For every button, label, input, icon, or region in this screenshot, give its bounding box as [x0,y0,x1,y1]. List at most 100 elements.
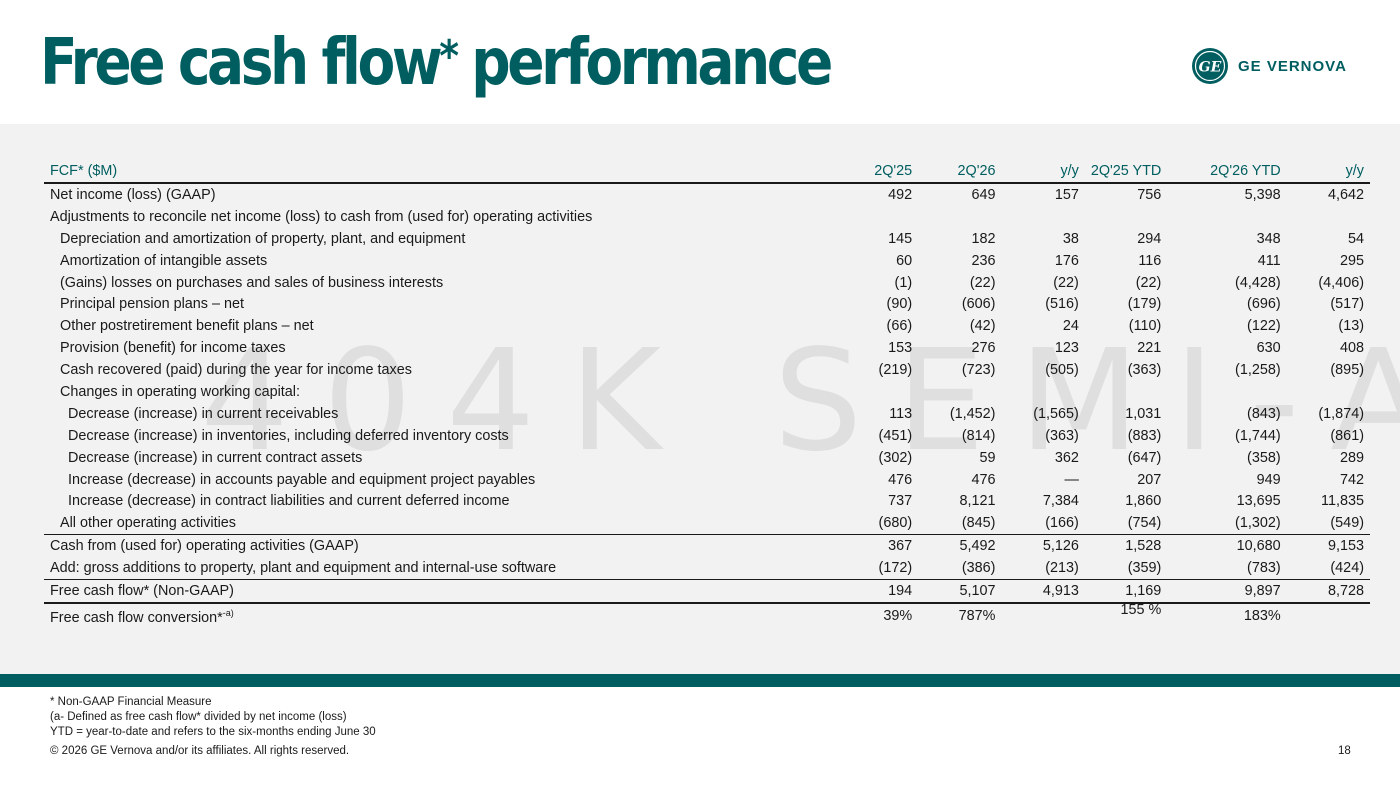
cell: (172) [878,560,913,577]
cell: (516) [1045,296,1079,313]
cell: (4,428) [1235,274,1281,291]
conversion-footnote-ref: -a) [222,607,234,618]
cell: 9,153 [1286,534,1370,558]
cell: 10,680 [1167,534,1287,558]
row-label: Changes in operating working capital: [60,383,300,400]
cell: 7,384 [1042,493,1079,510]
cell: 630 [1256,340,1281,357]
cell: (213) [1045,560,1079,577]
row-label: Adjustments to reconcile net income (los… [50,208,593,225]
cell: 649 [971,186,996,203]
cell: 60 [896,252,913,269]
fcf-table: FCF* ($M) 2Q'25 2Q'26 y/y 2Q'25 YTD 2Q'2… [44,159,1370,642]
cell: (606) [961,296,996,313]
cell: (1) [894,274,913,291]
cell: 742 [1339,471,1364,488]
cell: (1,258) [1235,362,1281,379]
cell: (66) [886,318,913,335]
cell [1001,206,1084,228]
header-yy: y/y [1001,159,1085,184]
cell: 9,897 [1167,579,1287,604]
cell: (90) [886,296,913,313]
row-label: Depreciation and amortization of propert… [60,230,466,247]
row-label: Decrease (increase) in inventories, incl… [68,427,509,444]
cell: 221 [1137,340,1162,357]
cell: 236 [971,252,996,269]
table-row: Free cash flow conversion*-a) 39% 787% 155 … [44,603,1370,642]
row-label: Free cash flow* (Non-GAAP) [44,579,846,604]
cell: (219) [878,362,913,379]
table-row: Increase (decrease) in accounts payable … [44,469,1370,491]
cell: (42) [969,318,996,335]
cell: (424) [1330,560,1364,577]
cell: (386) [961,560,996,577]
cell: (4,406) [1318,274,1364,291]
cell [846,206,918,228]
cell: (22) [1135,274,1162,291]
table-row: Free cash flow* (Non-GAAP) 194 5,107 4,913 1… [44,579,1370,604]
header-fcf: FCF* ($M) [44,159,846,184]
cell: (22) [1053,274,1079,291]
table-row: Provision (benefit) for income taxes 153 2… [44,337,1370,359]
row-label: Increase (decrease) in accounts payable … [68,471,536,488]
cell [846,381,918,403]
cell: 8,728 [1286,579,1370,604]
cell: (122) [1247,318,1281,335]
cell: (363) [1045,427,1079,444]
cell: 4,913 [1001,579,1085,604]
cell: 367 [845,534,919,558]
cell: 362 [1054,449,1079,466]
cell: (1,874) [1318,405,1364,422]
cell: (359) [1127,560,1162,577]
cell [1085,206,1167,228]
cell: 756 [1137,186,1162,203]
cell: (505) [1045,362,1079,379]
cell: (1,302) [1235,515,1281,532]
row-label: Net income (loss) (GAAP) [50,186,216,203]
cell: 476 [971,471,996,488]
table-row: Adjustments to reconcile net income (los… [44,206,1370,228]
cell: (22) [969,274,996,291]
cell: 153 [888,340,913,357]
cell: 116 [1138,252,1162,269]
cell: (696) [1247,296,1281,313]
footnote-ytd: YTD = year-to-date and refers to the six… [50,726,376,738]
header-yy-ytd: y/y [1286,159,1370,184]
cell: (1,452) [949,405,996,422]
table-row: Other postretirement benefit plans – net… [44,315,1370,337]
cell: 182 [971,230,996,247]
row-label: (Gains) losses on purchases and sales of… [60,274,444,291]
cell: 787% [958,607,996,624]
cell: 176 [1054,252,1079,269]
cell: (723) [961,362,996,379]
cell: (783) [1247,560,1281,577]
cell: 1,860 [1125,493,1162,510]
row-label: Cash from (used for) operating activitie… [44,534,846,558]
table-row: Changes in operating working capital: [44,381,1370,403]
cell [1287,603,1370,642]
cell [1167,206,1286,228]
cell: 5,126 [1001,534,1085,558]
cell: 1,528 [1084,534,1168,558]
cell: 145 [888,230,913,247]
footnote-non-gaap: * Non-GAAP Financial Measure [50,696,212,708]
cell: 54 [1347,230,1364,247]
table-row: (Gains) losses on purchases and sales of… [44,272,1370,294]
cell: 5,398 [1244,186,1281,203]
table-row: Amortization of intangible assets 60 236 17… [44,250,1370,272]
ge-monogram-icon: GE [1192,48,1228,84]
cell: 1,031 [1125,405,1162,422]
cell: (517) [1330,296,1364,313]
cell: (680) [878,515,913,532]
cell: 5,492 [918,534,1002,558]
cell: (363) [1127,362,1162,379]
header-2q26: 2Q'26 [918,159,1002,184]
cell: 294 [1137,230,1162,247]
cell: (883) [1127,427,1162,444]
cell: 411 [1257,252,1281,269]
header-2q25-ytd: 2Q'25 YTD [1084,159,1168,184]
cell: (1,744) [1235,427,1281,444]
cell: — [1064,471,1079,488]
cell [1001,381,1084,403]
copyright: © 2026 GE Vernova and/or its affiliates.… [50,745,350,757]
